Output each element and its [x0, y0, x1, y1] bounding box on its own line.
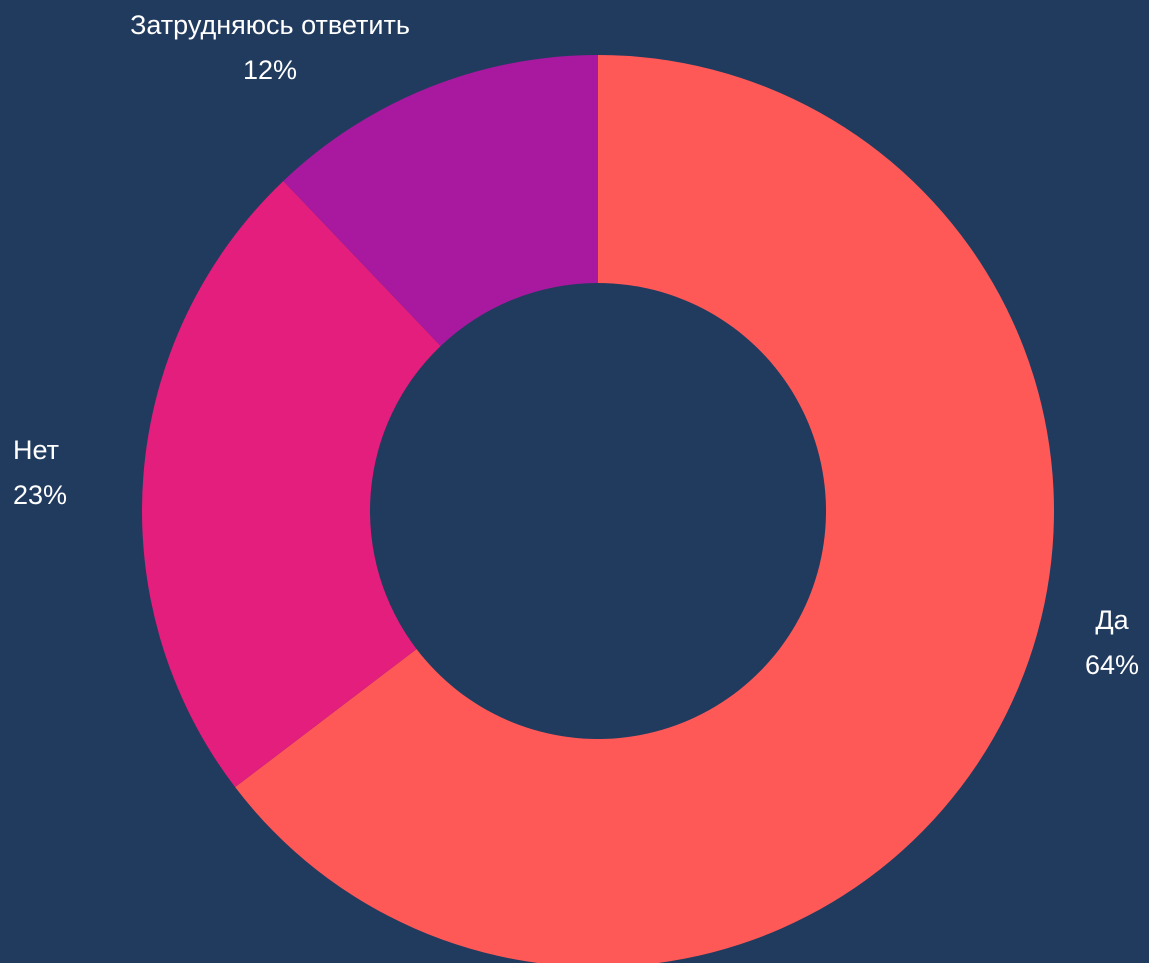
- donut-slice: [235, 55, 1054, 963]
- slice-label: Да: [1095, 605, 1129, 635]
- slice-label: Нет: [13, 435, 59, 465]
- slice-label: Затрудняюсь ответить: [130, 10, 410, 40]
- slice-value-label: 23%: [13, 480, 67, 510]
- slice-value-label: 64%: [1085, 650, 1139, 680]
- slice-value-label: 12%: [243, 55, 297, 85]
- donut-slice: [142, 180, 441, 788]
- donut-slice: [283, 55, 598, 346]
